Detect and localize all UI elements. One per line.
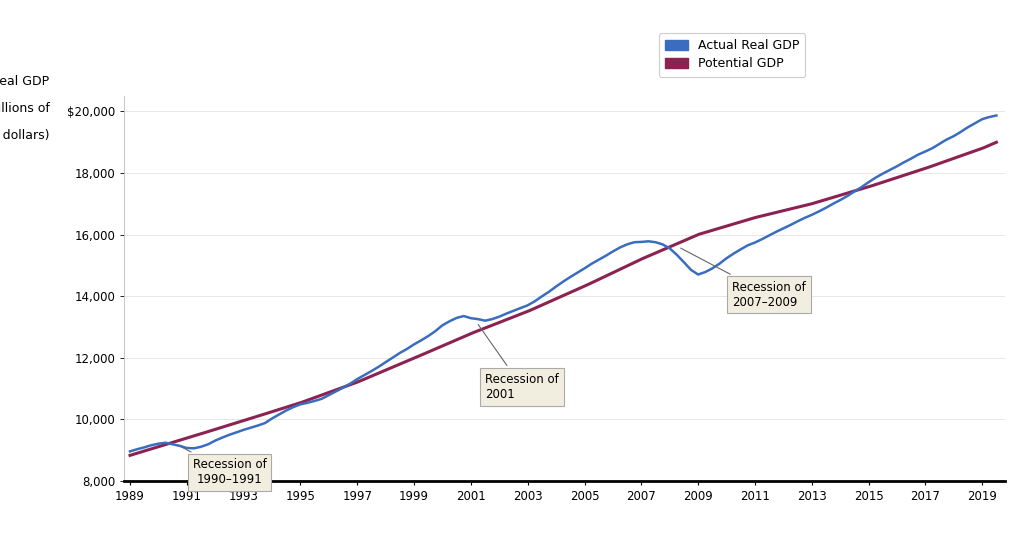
- Legend: Actual Real GDP, Potential GDP: Actual Real GDP, Potential GDP: [659, 33, 805, 77]
- Text: Recession of
2007–2009: Recession of 2007–2009: [681, 248, 806, 309]
- Text: Recession of
1990–1991: Recession of 1990–1991: [180, 446, 266, 486]
- Text: 2012 dollars): 2012 dollars): [0, 129, 50, 142]
- Text: Recession of
2001: Recession of 2001: [479, 325, 558, 401]
- Text: (billions of: (billions of: [0, 103, 50, 115]
- Text: Real GDP: Real GDP: [0, 75, 50, 89]
